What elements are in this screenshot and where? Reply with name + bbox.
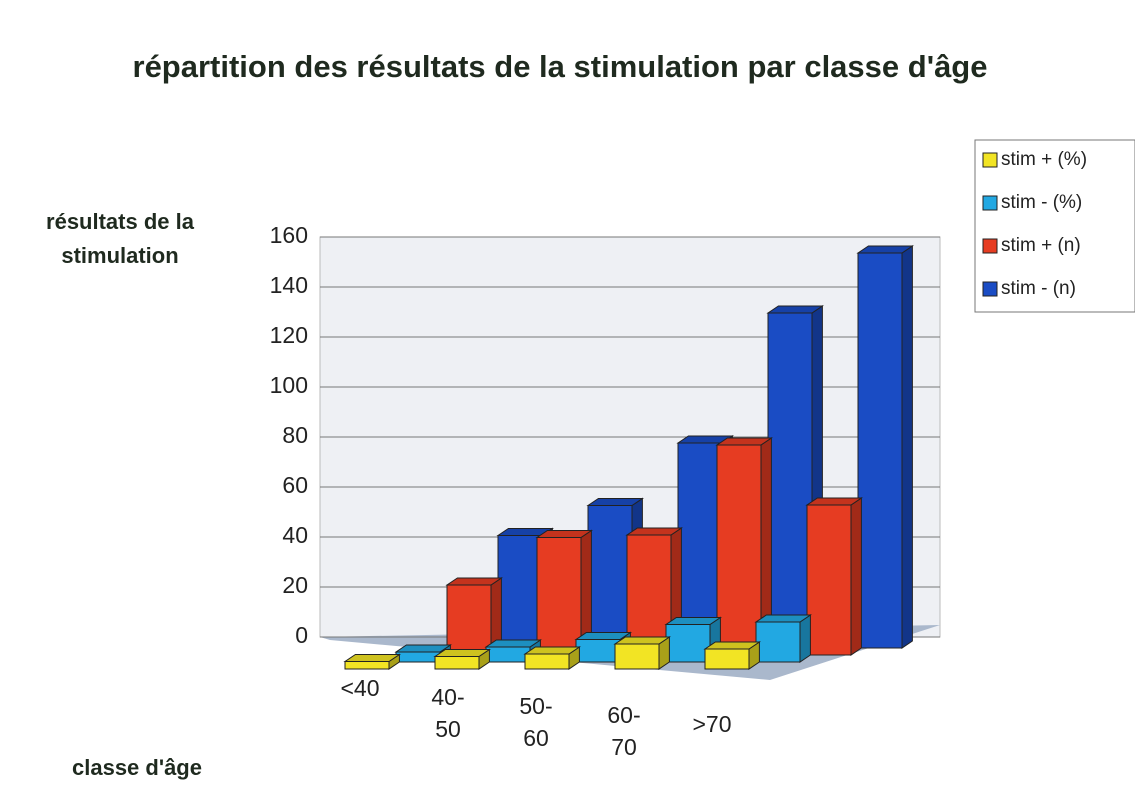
- x-tick-label: >70: [692, 711, 732, 737]
- legend-swatch: [982, 195, 998, 211]
- bar-top: [664, 617, 723, 625]
- bar: [754, 614, 813, 663]
- bar-top: [586, 498, 645, 506]
- bar-side: [799, 614, 811, 663]
- bar-front: [587, 505, 633, 649]
- bar-top: [445, 577, 504, 586]
- bar-front: [446, 584, 492, 656]
- y-tick-label: 100: [270, 372, 308, 398]
- y-axis-label: résultats de la stimulation: [46, 209, 194, 268]
- bar-front: [434, 656, 480, 670]
- bar-front: [344, 661, 390, 670]
- legend-label: stim + (n): [1001, 235, 1081, 256]
- bar: [703, 641, 762, 670]
- legend-label: stim - (%): [1001, 192, 1082, 213]
- bar: [613, 636, 672, 670]
- bar-front: [575, 639, 621, 663]
- bar-top: [484, 639, 543, 648]
- y-tick-label: 60: [282, 472, 308, 498]
- y-tick-label: 160: [270, 222, 308, 248]
- bar-top: [703, 641, 762, 650]
- bar-top: [805, 497, 864, 506]
- bar-top: [625, 527, 684, 536]
- bar: [715, 437, 774, 656]
- bar-top: [433, 649, 492, 657]
- x-tick-label: 40-50: [431, 684, 465, 742]
- bar-top: [715, 437, 774, 446]
- bar-top: [856, 245, 915, 254]
- y-tick-label: 0: [295, 622, 308, 648]
- legend-label: stim + (%): [1001, 149, 1087, 170]
- x-tick-label: 50-60: [519, 693, 553, 751]
- legend-swatch: [982, 238, 998, 254]
- bar-front: [755, 621, 801, 663]
- y-tick-label: 40: [282, 522, 308, 548]
- bar: [856, 245, 915, 649]
- bar-top: [535, 530, 594, 538]
- bar-top: [754, 614, 813, 623]
- bar-front: [704, 648, 750, 670]
- bar: [433, 648, 492, 670]
- legend-box: [974, 139, 1135, 313]
- y-tick-label: 140: [270, 272, 308, 298]
- bar-top: [676, 435, 735, 444]
- legend-swatch: [982, 281, 998, 297]
- y-tick-label: 120: [270, 322, 308, 348]
- bar-top: [766, 305, 825, 314]
- bar-side: [901, 245, 913, 649]
- bar-top: [394, 644, 453, 653]
- bar-front: [665, 624, 711, 663]
- bar-front: [614, 643, 660, 670]
- bar-top: [496, 528, 555, 536]
- bar-top: [574, 632, 633, 640]
- bar-front: [806, 504, 852, 656]
- bar-front: [536, 537, 582, 656]
- bar: [805, 497, 864, 656]
- bar-front: [857, 252, 903, 649]
- bar-top: [343, 654, 402, 662]
- bar-side: [850, 497, 862, 656]
- bar: [445, 577, 504, 656]
- legend-swatch: [982, 152, 998, 168]
- chart-title: répartition des résultats de la stimulat…: [132, 49, 988, 84]
- y-tick-label: 80: [282, 422, 308, 448]
- bar: [523, 646, 582, 670]
- legend-label: stim - (n): [1001, 278, 1076, 299]
- bar-front: [716, 444, 762, 656]
- bar-top: [613, 636, 672, 645]
- bar: [343, 653, 402, 670]
- bar-front: [497, 535, 543, 649]
- bar: [394, 644, 453, 663]
- bar: [535, 529, 594, 656]
- bar-front: [524, 653, 570, 670]
- x-axis-label: classe d'âge: [72, 755, 202, 780]
- bar-front: [767, 312, 813, 649]
- x-tick-label: 60-70: [607, 702, 641, 760]
- bar-top: [523, 646, 582, 655]
- x-tick-label: <40: [340, 675, 380, 701]
- y-tick-label: 20: [282, 572, 308, 598]
